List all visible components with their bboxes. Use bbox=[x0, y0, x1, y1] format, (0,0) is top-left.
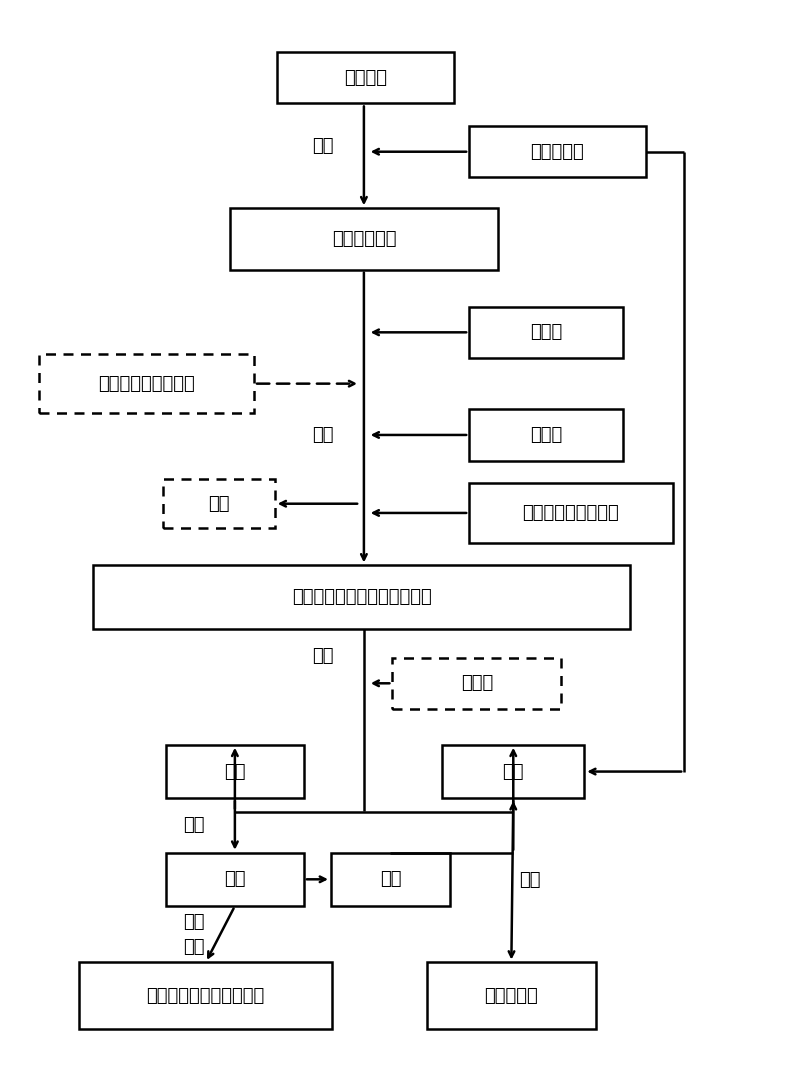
Text: 氢氧化钠溶液或氨水: 氢氧化钠溶液或氨水 bbox=[98, 374, 195, 392]
FancyBboxPatch shape bbox=[230, 208, 498, 269]
Text: 氢氧化钠溶液或氨水: 氢氧化钠溶液或氨水 bbox=[522, 503, 619, 522]
Text: 分散剂: 分散剂 bbox=[530, 425, 562, 444]
FancyBboxPatch shape bbox=[392, 657, 562, 709]
Text: 升温: 升温 bbox=[312, 137, 333, 155]
FancyBboxPatch shape bbox=[166, 853, 304, 907]
FancyBboxPatch shape bbox=[469, 307, 622, 358]
Text: 无机酸溶液: 无机酸溶液 bbox=[530, 143, 584, 160]
Text: 洗液: 洗液 bbox=[380, 870, 401, 888]
Text: 过滤: 过滤 bbox=[312, 425, 333, 444]
Text: 絮凝剂: 絮凝剂 bbox=[461, 675, 493, 693]
FancyBboxPatch shape bbox=[469, 409, 622, 461]
Text: 氢氧化铝、氢氧化铬混合沉淀: 氢氧化铝、氢氧化铬混合沉淀 bbox=[292, 588, 431, 606]
FancyBboxPatch shape bbox=[331, 853, 450, 907]
Text: 滤液: 滤液 bbox=[502, 762, 524, 780]
Text: 过滤: 过滤 bbox=[312, 647, 333, 665]
FancyBboxPatch shape bbox=[427, 962, 596, 1029]
Text: 含铬铝泥: 含铬铝泥 bbox=[344, 68, 387, 87]
Text: 氧化铝、氧化铬复合粉体: 氧化铝、氧化铬复合粉体 bbox=[146, 987, 265, 1005]
Text: 水洗: 水洗 bbox=[182, 817, 204, 835]
FancyBboxPatch shape bbox=[166, 745, 304, 799]
FancyBboxPatch shape bbox=[79, 962, 333, 1029]
Text: 滤饼: 滤饼 bbox=[224, 870, 246, 888]
FancyBboxPatch shape bbox=[469, 126, 646, 177]
FancyBboxPatch shape bbox=[163, 479, 275, 528]
Text: 铝泥容解溶液: 铝泥容解溶液 bbox=[332, 230, 396, 248]
FancyBboxPatch shape bbox=[277, 52, 454, 104]
FancyBboxPatch shape bbox=[93, 566, 630, 629]
FancyBboxPatch shape bbox=[39, 354, 254, 414]
Text: 干燥
煅烧: 干燥 煅烧 bbox=[182, 913, 204, 956]
Text: 除杂: 除杂 bbox=[208, 495, 230, 513]
Text: 还原剂: 还原剂 bbox=[530, 323, 562, 341]
Text: 浓缩: 浓缩 bbox=[519, 871, 541, 889]
Text: 红矾钠回收: 红矾钠回收 bbox=[485, 987, 538, 1005]
FancyBboxPatch shape bbox=[442, 745, 584, 799]
FancyBboxPatch shape bbox=[469, 483, 673, 543]
Text: 滤饼: 滤饼 bbox=[224, 762, 246, 780]
